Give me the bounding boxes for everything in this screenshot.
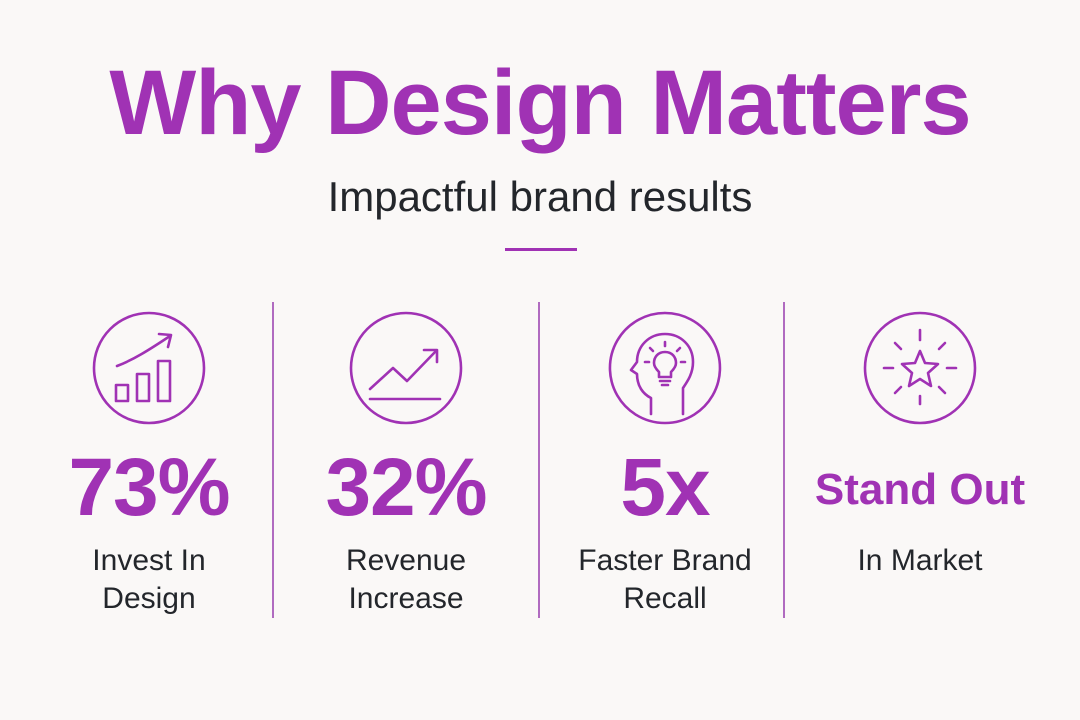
stat-value: 32% — [325, 442, 487, 533]
stat-card-standout: Stand Out In Market — [795, 300, 1045, 630]
stat-value: 5x — [620, 442, 710, 533]
trend-arrow-icon — [348, 310, 464, 426]
column-divider — [272, 302, 274, 618]
stat-label-line: Design — [102, 582, 196, 615]
stat-card-recall: 5x Faster Brand Recall — [540, 300, 790, 630]
head-lightbulb-icon — [607, 310, 723, 426]
page-title: Why Design Matters — [109, 52, 971, 154]
title-underline — [505, 248, 577, 251]
stat-card-revenue: 32% Revenue Increase — [281, 300, 531, 630]
stat-card-invest: 73% Invest In Design — [24, 300, 274, 630]
stat-label-line: Faster Brand — [578, 544, 752, 577]
stat-label-line: Increase — [348, 582, 464, 615]
stat-value: 73% — [68, 442, 230, 533]
stat-label: Invest In Design — [24, 542, 274, 618]
column-divider — [538, 302, 540, 618]
stat-label-line: Revenue — [345, 544, 467, 577]
stat-label-line: In Market — [857, 544, 983, 577]
stat-label: Faster Brand Recall — [540, 542, 790, 618]
stat-label: Revenue Increase — [281, 542, 531, 618]
stat-value: Stand Out — [814, 465, 1026, 514]
stat-label: In Market — [795, 542, 1045, 580]
page-subtitle: Impactful brand results — [327, 173, 753, 220]
sparkling-star-icon — [862, 310, 978, 426]
column-divider — [783, 302, 785, 618]
growth-bar-chart-icon — [91, 310, 207, 426]
stat-label-line: Recall — [623, 582, 707, 615]
stat-label-line: Invest In — [92, 544, 206, 577]
